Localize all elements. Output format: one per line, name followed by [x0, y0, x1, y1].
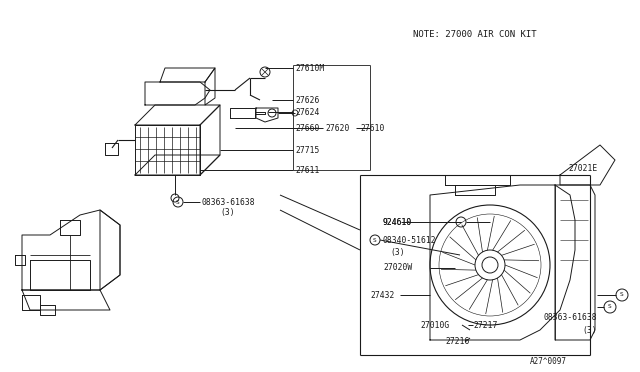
Text: 27021E: 27021E: [568, 164, 597, 173]
Text: 924610: 924610: [383, 218, 412, 227]
Text: 08340-51612: 08340-51612: [383, 235, 436, 244]
Text: 27217: 27217: [473, 321, 497, 330]
Text: 27610: 27610: [360, 124, 385, 132]
Text: S: S: [620, 292, 624, 298]
Text: (3): (3): [220, 208, 235, 217]
Text: S: S: [373, 237, 377, 243]
Text: 27624: 27624: [295, 108, 319, 116]
Text: 27660: 27660: [295, 124, 319, 132]
Text: 27620: 27620: [325, 124, 349, 132]
Text: S: S: [608, 305, 612, 310]
Text: A27^0097: A27^0097: [530, 357, 567, 366]
Text: 27715: 27715: [295, 145, 319, 154]
Text: NOTE: 27000 AIR CON KIT: NOTE: 27000 AIR CON KIT: [413, 29, 536, 38]
Text: (3): (3): [390, 247, 404, 257]
Text: 27626: 27626: [295, 96, 319, 105]
Text: 924610: 924610: [383, 218, 412, 227]
Text: 27432: 27432: [370, 291, 394, 299]
Text: 08363-61638: 08363-61638: [543, 314, 597, 323]
Text: (3): (3): [582, 326, 597, 334]
Text: 08363-61638: 08363-61638: [202, 198, 255, 206]
Text: 27611: 27611: [295, 166, 319, 174]
Text: 27610M: 27610M: [295, 64, 324, 73]
Text: 27010G: 27010G: [420, 321, 449, 330]
Text: 27020W: 27020W: [383, 263, 412, 273]
Text: S: S: [176, 199, 180, 205]
Text: 27216: 27216: [445, 337, 469, 346]
